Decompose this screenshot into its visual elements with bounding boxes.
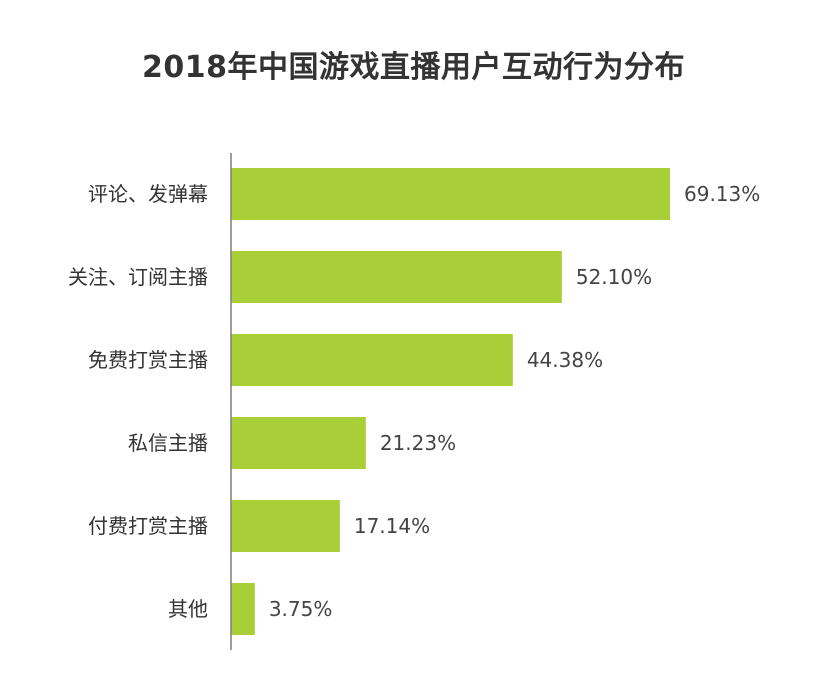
category-label-2: 免费打赏主播 — [88, 348, 208, 372]
value-labels-group: 69.13% 52.10% 44.38% 21.23% 17.14% 3.75% — [269, 182, 760, 621]
value-label-5: 3.75% — [269, 597, 333, 621]
category-label-1: 关注、订阅主播 — [68, 265, 208, 289]
value-label-2: 44.38% — [527, 348, 603, 372]
value-label-3: 21.23% — [380, 431, 456, 455]
value-label-0: 69.13% — [684, 182, 760, 206]
chart-title: 2018年中国游戏直播用户互动行为分布 — [142, 50, 685, 85]
bar-0 — [231, 168, 670, 220]
category-label-4: 付费打赏主播 — [88, 514, 208, 538]
bar-3 — [231, 417, 366, 469]
bar-5 — [231, 583, 255, 635]
value-label-1: 52.10% — [576, 265, 652, 289]
bar-2 — [231, 334, 513, 386]
bars-group — [231, 168, 670, 635]
bar-1 — [231, 251, 562, 303]
value-label-4: 17.14% — [354, 514, 430, 538]
category-label-3: 私信主播 — [128, 431, 208, 455]
category-label-5: 其他 — [168, 597, 208, 621]
bar-4 — [231, 500, 340, 552]
category-label-0: 评论、发弹幕 — [88, 182, 208, 206]
